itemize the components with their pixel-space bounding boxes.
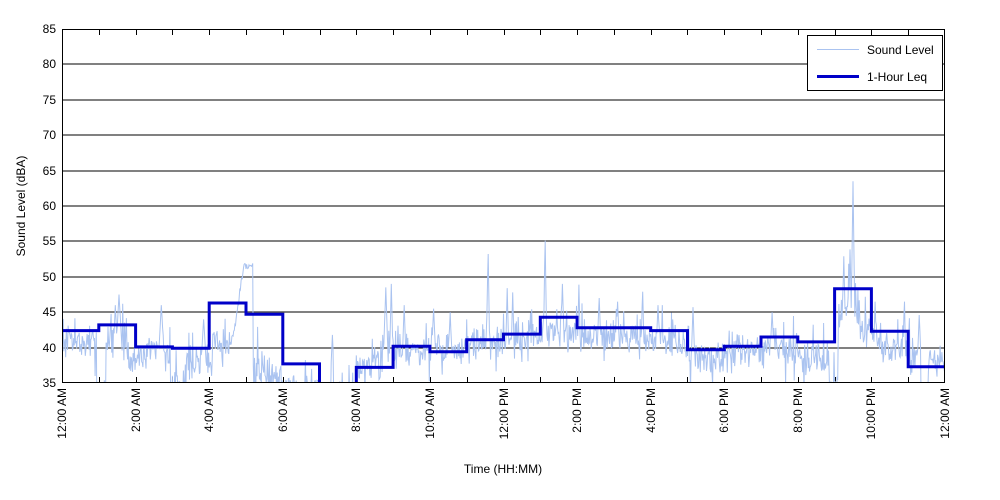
x-tick-label: 12:00 AM [55,388,69,439]
legend: Sound Level 1-Hour Leq [807,35,943,91]
legend-line-sample-sound-level [817,49,859,50]
plot-area [62,29,945,383]
y-tick-label: 45 [42,305,56,320]
sound-level-series [62,181,945,383]
y-tick-label: 75 [42,92,56,107]
y-tick-label: 80 [42,57,56,72]
x-tick-label: 2:00 AM [128,388,143,433]
y-tick-label: 60 [42,199,56,213]
x-tick-label: 8:00 AM [349,388,364,433]
y-tick-label: 65 [42,163,56,178]
legend-item-leq: 1-Hour Leq [808,63,942,90]
x-tick-label: 12:00 PM [496,388,511,440]
y-tick-label: 50 [42,269,56,284]
y-tick-label: 35 [42,376,56,390]
y-axis-label: Sound Level (dBA) [14,155,28,257]
x-axis-label: Time (HH:MM) [463,462,543,476]
x-tick-label: 10:00 AM [422,388,437,439]
x-tick-label: 4:00 AM [202,388,217,433]
x-tick-label: 4:00 PM [643,388,658,433]
x-tick-label: 6:00 AM [275,388,290,433]
x-tick-label: 2:00 PM [570,388,585,433]
x-tick-label: 12:00 AM [938,388,952,439]
x-tick-label: 8:00 PM [790,388,805,433]
x-tick-label: 6:00 PM [717,388,732,433]
legend-label-sound-level: Sound Level [867,42,934,57]
plot-border [62,29,945,383]
legend-item-sound-level: Sound Level [808,36,942,63]
leq-series [62,287,945,383]
legend-label-leq: 1-Hour Leq [867,69,928,84]
y-tick-label: 40 [42,340,56,355]
y-tick-label: 55 [42,234,56,249]
y-tick-label: 70 [42,128,56,143]
y-tick-label: 85 [42,22,56,36]
x-tick-label: 10:00 PM [864,388,879,440]
legend-line-sample-leq [817,75,859,78]
